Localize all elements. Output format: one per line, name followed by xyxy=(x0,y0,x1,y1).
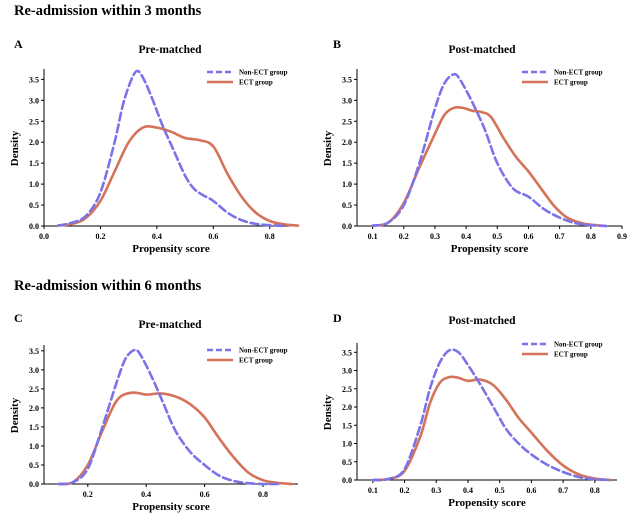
y-tick-label: 2.5 xyxy=(342,385,352,394)
y-axis-label: Density xyxy=(322,394,334,430)
chart-panel-c: Pre-matched 0.0 0.5 1.0 1.5 2.0 2.5 3.0 3.5 0.2 0.… xyxy=(9,319,298,513)
chart-panel-b: Post-matched 0.0 0.5 1.0 1.5 2.0 2.5 3.0 3.5 0.1 0… xyxy=(322,44,627,255)
ect-density-line xyxy=(371,375,612,482)
y-tick-label: 3.5 xyxy=(342,75,352,84)
x-tick-label: 0.6 xyxy=(200,490,210,499)
x-tick-label: 0.6 xyxy=(208,232,218,241)
y-tick-label: 0.0 xyxy=(342,476,352,485)
legend-label-ect: ECT group xyxy=(239,79,273,87)
y-tick-label: 0.0 xyxy=(342,222,352,231)
legend-label-ect: ECT group xyxy=(554,351,588,359)
x-tick-label: 0.8 xyxy=(265,232,275,241)
x-tick-label: 0.0 xyxy=(39,232,49,241)
y-tick-label: 0.5 xyxy=(29,201,39,210)
chart-title: Post-matched xyxy=(448,315,516,327)
y-tick-label: 0.0 xyxy=(29,222,39,231)
non-ect-density-line xyxy=(371,348,612,482)
y-tick-label: 3.0 xyxy=(342,96,352,105)
x-tick-label: 0.4 xyxy=(141,490,151,499)
y-tick-label: 2.0 xyxy=(342,403,352,412)
section-title-3-months: Re-admission within 3 months xyxy=(14,3,202,19)
legend-label-ect: ECT group xyxy=(239,357,273,365)
x-tick-label: 0.5 xyxy=(495,486,505,495)
ect-density-line xyxy=(57,391,294,486)
panel-letter-c: C xyxy=(14,311,23,325)
y-axis-label: Density xyxy=(9,130,21,166)
chart-panel-d: Post-matched 0.0 0.5 1.0 1.5 2.0 2.5 3.0 3.5 0.1 0… xyxy=(322,315,617,509)
non-ect-density-line xyxy=(371,72,608,228)
y-tick-label: 3.0 xyxy=(29,96,39,105)
y-tick-label: 2.0 xyxy=(29,404,39,413)
ect-density-line xyxy=(56,125,300,227)
x-tick-label: 0.1 xyxy=(368,486,378,495)
chart-title: Pre-matched xyxy=(138,319,202,331)
y-tick-label: 1.5 xyxy=(342,159,352,168)
y-tick-label: 1.0 xyxy=(342,440,352,449)
x-tick-label: 0.5 xyxy=(492,232,502,241)
panel-letter-a: A xyxy=(14,37,23,51)
chart-title: Pre-matched xyxy=(138,44,202,56)
y-tick-label: 1.0 xyxy=(342,180,352,189)
y-tick-label: 3.5 xyxy=(29,75,39,84)
y-tick-label: 1.0 xyxy=(29,180,39,189)
non-ect-density-line xyxy=(56,69,286,228)
y-tick-label: 0.5 xyxy=(342,458,352,467)
x-tick-label: 0.1 xyxy=(368,232,378,241)
x-tick-label: 0.3 xyxy=(430,232,440,241)
x-tick-label: 0.7 xyxy=(555,232,565,241)
x-tick-label: 0.4 xyxy=(152,232,162,241)
x-tick-label: 0.8 xyxy=(258,490,268,499)
panel-letter-d: D xyxy=(333,311,342,325)
legend-label-ect: ECT group xyxy=(554,79,588,87)
x-tick-label: 0.4 xyxy=(463,486,473,495)
x-tick-label: 0.8 xyxy=(586,232,596,241)
x-tick-label: 0.4 xyxy=(461,232,471,241)
x-axis-label: Propensity score xyxy=(132,243,210,255)
x-axis-label: Propensity score xyxy=(132,501,210,513)
y-axis-label: Density xyxy=(9,397,21,433)
legend-label-non-ect: Non-ECT group xyxy=(239,347,288,355)
y-tick-label: 2.5 xyxy=(29,385,39,394)
y-tick-label: 2.0 xyxy=(29,138,39,147)
x-axis-label: Propensity score xyxy=(451,243,529,255)
y-tick-label: 1.0 xyxy=(29,442,39,451)
x-tick-label: 0.7 xyxy=(558,486,568,495)
y-tick-label: 3.5 xyxy=(29,347,39,356)
x-tick-label: 0.9 xyxy=(617,232,627,241)
y-axis-label: Density xyxy=(322,130,334,166)
y-tick-label: 1.5 xyxy=(29,159,39,168)
y-tick-label: 2.5 xyxy=(29,117,39,126)
y-tick-label: 2.0 xyxy=(342,138,352,147)
y-tick-label: 0.0 xyxy=(29,480,39,489)
legend-label-non-ect: Non-ECT group xyxy=(554,69,603,77)
x-tick-label: 0.6 xyxy=(526,486,536,495)
y-tick-label: 2.5 xyxy=(342,117,352,126)
x-tick-label: 0.2 xyxy=(95,232,105,241)
x-tick-label: 0.2 xyxy=(399,232,409,241)
x-tick-label: 0.3 xyxy=(431,486,441,495)
ect-density-line xyxy=(371,105,608,228)
y-tick-label: 1.5 xyxy=(29,423,39,432)
legend-label-non-ect: Non-ECT group xyxy=(554,341,603,349)
panel-letter-b: B xyxy=(333,37,342,51)
x-axis-label: Propensity score xyxy=(448,497,526,509)
y-tick-label: 3.0 xyxy=(342,367,352,376)
y-tick-label: 1.5 xyxy=(342,421,352,430)
y-tick-label: 0.5 xyxy=(342,201,352,210)
section-title-6-months: Re-admission within 6 months xyxy=(14,278,202,294)
non-ect-density-line xyxy=(57,348,279,486)
legend-label-non-ect: Non-ECT group xyxy=(239,69,288,77)
chart-title: Post-matched xyxy=(448,44,516,56)
x-tick-label: 0.6 xyxy=(523,232,533,241)
y-tick-label: 0.5 xyxy=(29,461,39,470)
x-tick-label: 0.8 xyxy=(590,486,600,495)
y-tick-label: 3.0 xyxy=(29,366,39,375)
x-tick-label: 0.2 xyxy=(83,490,93,499)
y-tick-label: 3.5 xyxy=(342,348,352,357)
x-tick-label: 0.2 xyxy=(400,486,410,495)
chart-panel-a: Pre-matched 0.0 0.5 1.0 1.5 2.0 2.5 3.0 3.5 0.0 0.… xyxy=(9,44,300,255)
